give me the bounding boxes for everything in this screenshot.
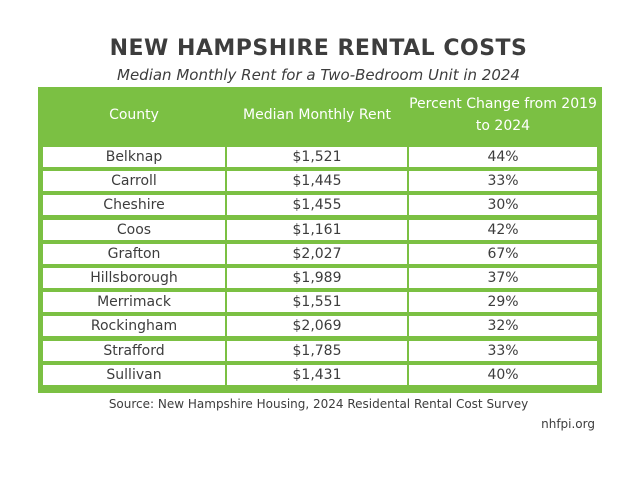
median-rent-cell: $1,455 — [227, 195, 407, 216]
median-rent-cell: $1,161 — [227, 219, 407, 240]
county-cell: Sullivan — [43, 364, 225, 385]
county-cell: Grafton — [43, 243, 225, 264]
percent-change-cell: 33% — [409, 171, 597, 192]
county-cell: Carroll — [43, 171, 225, 192]
percent-change-cell: 32% — [409, 316, 597, 337]
median-rent-cell: $2,069 — [227, 316, 407, 337]
percent-change-cell: 33% — [409, 340, 597, 361]
rental-cost-table: County Median Monthly Rent Percent Change … — [38, 87, 602, 393]
median-rent-cell: $1,989 — [227, 268, 407, 288]
county-cell: Rockingham — [43, 316, 225, 337]
county-cell: Cheshire — [43, 195, 225, 216]
chart-title: NEW HAMPSHIRE RENTAL COSTS — [109, 36, 528, 61]
percent-change-cell: 37% — [409, 268, 597, 288]
county-cell: Hillsborough — [43, 268, 225, 288]
percent-change-cell: 40% — [409, 364, 597, 385]
brand-url: nhfpi.org — [541, 417, 595, 431]
chart-subtitle: Median Monthly Rent for a Two-Bedroom Un… — [117, 66, 520, 84]
header-median-rent: Median Monthly Rent — [243, 107, 391, 123]
median-rent-cell: $1,521 — [227, 147, 407, 167]
percent-change-cell: 44% — [409, 147, 597, 167]
source-note: Source: New Hampshire Housing, 2024 Resi… — [108, 397, 529, 411]
county-cell: Strafford — [43, 340, 225, 361]
county-cell: Merrimack — [43, 292, 225, 313]
county-cell: Belknap — [43, 147, 225, 167]
percent-change-cell: 67% — [409, 243, 597, 264]
median-rent-cell: $1,785 — [227, 340, 407, 361]
median-rent-cell: $1,431 — [227, 364, 407, 385]
median-rent-cell: $1,445 — [227, 171, 407, 192]
median-rent-cell: $1,551 — [227, 292, 407, 313]
header-county: County — [109, 107, 159, 123]
percent-change-cell: 42% — [409, 219, 597, 240]
percent-change-cell: 30% — [409, 195, 597, 216]
median-rent-cell: $2,027 — [227, 243, 407, 264]
percent-change-cell: 29% — [409, 292, 597, 313]
header-percent-change: Percent Change from 2019 to 2024 — [409, 96, 597, 134]
county-cell: Coos — [43, 219, 225, 240]
